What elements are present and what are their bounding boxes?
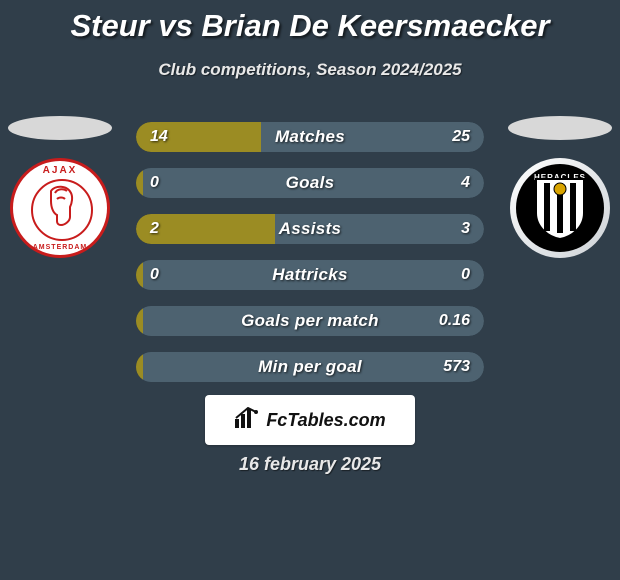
footer-date: 16 february 2025 [0,454,620,475]
heracles-shield-icon [532,175,588,241]
stat-bar-row: 04Goals [136,168,484,198]
left-team-block: AJAX AMSTERDAM [0,110,120,258]
stat-label: Goals [136,168,484,198]
stat-label: Goals per match [136,306,484,336]
right-team-crest: HERACLES [510,158,610,258]
stat-label: Matches [136,122,484,152]
stat-bar-row: 00Hattricks [136,260,484,290]
left-crest-text-top: AJAX [13,165,107,176]
page-subtitle: Club competitions, Season 2024/2025 [0,60,620,80]
brand-badge[interactable]: FcTables.com [205,395,415,445]
stat-bar-row: 23Assists [136,214,484,244]
stat-bar-list: 1425Matches 04Goals 23Assists 00Hattricks 0.… [136,122,484,398]
stat-label: Min per goal [136,352,484,382]
fctables-logo-icon [234,407,260,434]
stat-label: Assists [136,214,484,244]
stat-bar-row: 573Min per goal [136,352,484,382]
comparison-card: Steur vs Brian De Keersmaecker Club comp… [0,0,620,580]
right-team-block: HERACLES [500,110,620,258]
ajax-head-icon [43,185,79,229]
left-shadow-ellipse [8,116,112,140]
left-team-crest: AJAX AMSTERDAM [10,158,110,258]
right-shadow-ellipse [508,116,612,140]
stat-bar-row: 1425Matches [136,122,484,152]
brand-text: FcTables.com [266,410,385,431]
left-crest-text-bottom: AMSTERDAM [13,244,107,251]
stat-bar-row: 0.16Goals per match [136,306,484,336]
page-title: Steur vs Brian De Keersmaecker [0,0,620,44]
stat-label: Hattricks [136,260,484,290]
